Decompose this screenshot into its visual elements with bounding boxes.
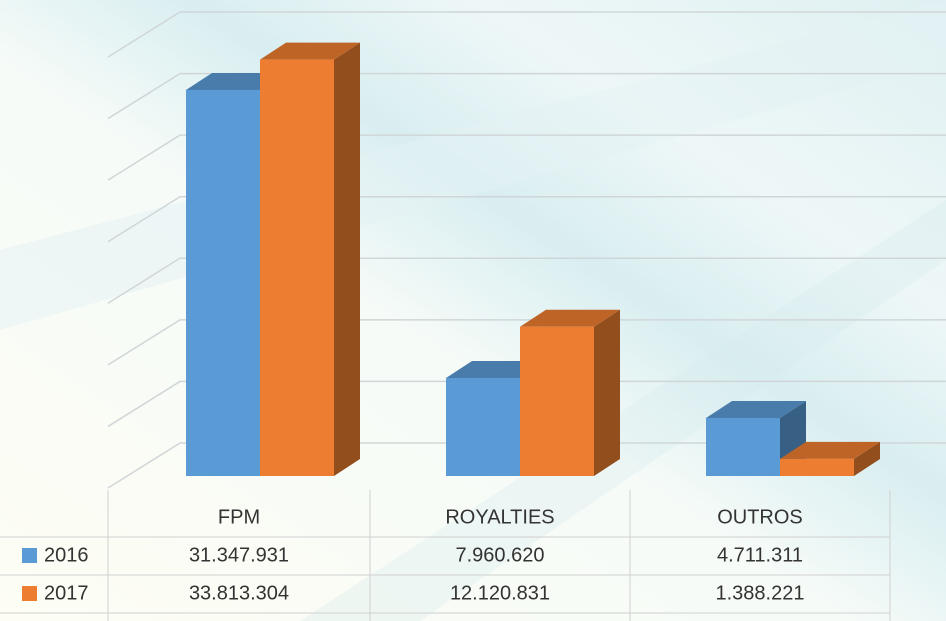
bar-top: [706, 400, 806, 418]
grid: [107, 11, 946, 489]
category-label: ROYALTIES: [445, 506, 554, 528]
value-label: 7.960.620: [456, 544, 545, 566]
value-label: 1.388.221: [716, 582, 805, 604]
bar: [780, 458, 854, 476]
grid-line: [107, 72, 946, 120]
legend-swatch: [22, 548, 37, 563]
bar: [520, 326, 594, 476]
value-label: 31.347.931: [189, 544, 289, 566]
grid-line: [107, 380, 946, 428]
bar: [260, 59, 334, 476]
grid-line: [107, 134, 946, 181]
background-streak: [300, 200, 946, 621]
bar: [186, 89, 260, 476]
legend-label: 2017: [44, 582, 89, 604]
legend-label: 2016: [44, 544, 89, 566]
bar-side: [334, 42, 360, 476]
grid-line: [107, 195, 946, 243]
value-label: 33.813.304: [189, 582, 289, 604]
category-label: FPM: [218, 506, 260, 528]
bar-side: [854, 441, 880, 476]
legend-swatch: [22, 586, 37, 601]
bar-side: [594, 309, 620, 476]
grid-line: [107, 442, 946, 489]
data-table: FPM 31.347.931 33.813.304 ROYALTIES 7.960.62…: [0, 490, 891, 621]
bars: [186, 42, 880, 476]
bar-top: [260, 42, 360, 60]
category-label: OUTROS: [717, 506, 803, 528]
grid-line: [107, 11, 946, 58]
grid-line: [107, 257, 946, 304]
bar: [706, 417, 780, 476]
value-label: 4.711.311: [717, 544, 803, 566]
value-label: 12.120.831: [450, 582, 550, 604]
bar-top: [520, 309, 620, 327]
bar-top: [780, 441, 880, 459]
grid-line: [107, 319, 946, 366]
bar: [446, 377, 520, 476]
